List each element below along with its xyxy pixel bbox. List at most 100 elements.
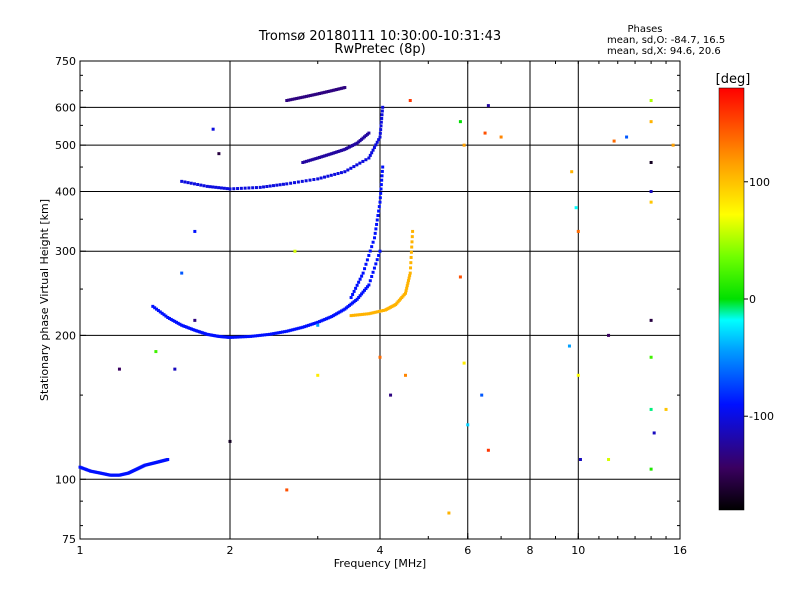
data-point bbox=[303, 325, 307, 329]
data-point bbox=[649, 99, 653, 103]
data-point bbox=[649, 355, 653, 359]
data-point bbox=[378, 249, 382, 253]
data-point bbox=[188, 326, 192, 330]
data-point bbox=[333, 88, 337, 92]
data-point bbox=[268, 184, 272, 188]
data-point bbox=[316, 320, 320, 324]
data-point bbox=[249, 334, 253, 338]
data-point bbox=[360, 292, 364, 296]
data-point bbox=[574, 206, 578, 210]
data-point bbox=[251, 186, 255, 190]
data-point bbox=[319, 176, 323, 180]
data-point bbox=[326, 316, 330, 320]
data-point bbox=[316, 323, 320, 327]
data-point bbox=[193, 229, 197, 233]
data-point bbox=[357, 295, 361, 299]
data-point bbox=[316, 156, 320, 160]
data-point bbox=[336, 172, 340, 176]
x-tick-label: 4 bbox=[377, 544, 384, 557]
data-point bbox=[330, 89, 334, 93]
data-point bbox=[243, 335, 247, 339]
y-axis-ticks: 75 100 200 300 400 500 600 750 bbox=[55, 55, 680, 546]
data-point bbox=[330, 315, 334, 319]
data-point bbox=[346, 305, 350, 309]
data-point bbox=[354, 313, 358, 317]
data-point bbox=[289, 328, 293, 332]
data-point bbox=[368, 279, 372, 283]
data-point bbox=[196, 182, 200, 186]
data-point bbox=[169, 317, 173, 321]
data-point bbox=[202, 331, 206, 335]
data-point bbox=[160, 311, 164, 315]
data-point bbox=[251, 334, 255, 338]
data-point bbox=[351, 292, 355, 296]
data-point bbox=[408, 274, 412, 278]
data-point bbox=[377, 253, 381, 257]
data-point bbox=[287, 329, 291, 333]
data-point bbox=[365, 312, 369, 316]
data-point bbox=[285, 488, 289, 492]
data-point bbox=[296, 180, 300, 184]
data-point bbox=[154, 350, 158, 354]
data-point bbox=[649, 120, 653, 124]
colorbar-label: [deg] bbox=[716, 72, 751, 87]
data-point bbox=[336, 150, 340, 154]
x-tick-label: 10 bbox=[571, 544, 585, 557]
x-tick-label: 6 bbox=[464, 544, 471, 557]
data-point bbox=[233, 335, 237, 339]
chart-title-line2: RwPretec (8p) bbox=[334, 42, 425, 57]
data-point bbox=[258, 333, 262, 337]
data-point bbox=[364, 262, 368, 266]
x-tick-label: 8 bbox=[527, 544, 534, 557]
data-point bbox=[256, 334, 260, 338]
y-tick-label: 100 bbox=[55, 473, 76, 486]
data-point bbox=[380, 169, 384, 173]
data-point bbox=[321, 91, 325, 95]
data-point bbox=[217, 152, 221, 156]
data-point bbox=[258, 185, 262, 189]
data-point bbox=[358, 313, 362, 317]
data-point bbox=[355, 297, 359, 301]
data-point bbox=[375, 310, 379, 314]
data-point bbox=[285, 329, 289, 333]
data-point bbox=[341, 148, 345, 152]
data-point bbox=[378, 196, 382, 200]
data-point bbox=[341, 308, 345, 312]
data-point bbox=[354, 142, 358, 146]
data-point bbox=[483, 131, 487, 135]
data-point bbox=[265, 333, 269, 337]
data-point bbox=[480, 393, 484, 397]
data-point bbox=[371, 240, 375, 244]
data-point bbox=[276, 331, 280, 335]
data-point bbox=[410, 235, 414, 239]
data-point bbox=[379, 124, 383, 128]
data-point bbox=[338, 310, 342, 314]
data-point bbox=[367, 253, 371, 257]
data-point bbox=[351, 301, 355, 305]
data-point bbox=[308, 323, 312, 327]
data-point bbox=[343, 170, 347, 174]
data-point bbox=[239, 186, 243, 190]
data-point bbox=[305, 94, 309, 98]
data-point bbox=[199, 183, 203, 187]
data-point bbox=[155, 307, 159, 311]
data-point bbox=[349, 296, 353, 300]
data-point bbox=[262, 185, 266, 189]
data-point bbox=[232, 187, 236, 191]
data-point bbox=[190, 327, 194, 331]
data-point bbox=[373, 236, 377, 240]
data-point bbox=[272, 184, 276, 188]
data-point bbox=[317, 155, 321, 159]
data-point bbox=[367, 283, 371, 287]
chart-title-line1: Tromsø 20180111 10:30:00-10:31:43 bbox=[258, 29, 501, 44]
data-points bbox=[78, 86, 675, 515]
data-point bbox=[214, 185, 218, 189]
data-point bbox=[171, 318, 175, 322]
data-point bbox=[649, 407, 653, 411]
data-point bbox=[117, 367, 121, 371]
stats-o-mode: mean, sd,O: -84.7, 16.5 bbox=[607, 35, 725, 46]
data-point bbox=[380, 109, 384, 113]
x-tick-label: 1 bbox=[77, 544, 84, 557]
data-point bbox=[664, 407, 668, 411]
data-point bbox=[652, 431, 656, 435]
